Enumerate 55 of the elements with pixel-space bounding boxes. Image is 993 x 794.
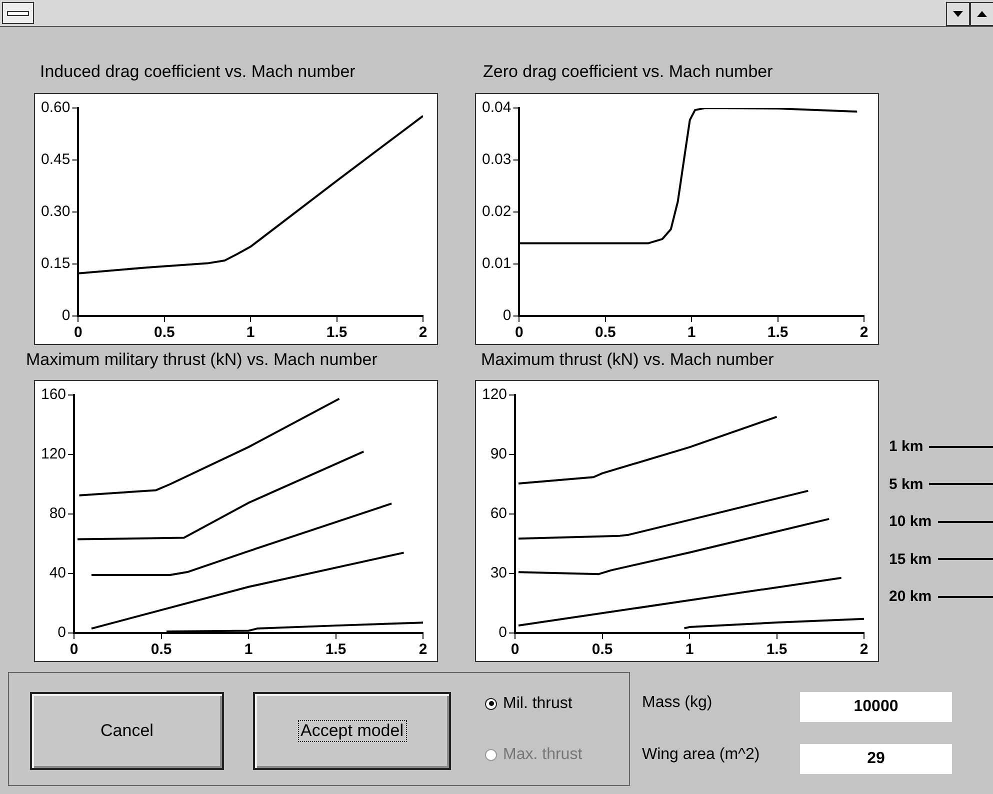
x-tick-label: 1.5	[766, 641, 788, 658]
y-tick-label: 80	[49, 505, 66, 522]
y-tick-label: 0.04	[482, 99, 512, 116]
legend-label: 15 km	[889, 550, 932, 568]
y-tick-label: 0.60	[40, 99, 70, 116]
chart-title: Maximum military thrust (kN) vs. Mach number	[26, 350, 378, 370]
y-tick-label: 0.30	[40, 203, 70, 220]
x-tick-label: 0.5	[150, 641, 172, 658]
x-tick-label: 2	[860, 324, 868, 342]
y-tick-label: 30	[490, 564, 508, 582]
text: 29	[800, 744, 952, 774]
x-tick-label: 0.5	[594, 324, 616, 342]
text: 10000	[800, 692, 952, 722]
y-tick-label: 120	[40, 446, 66, 463]
x-tick-label: 0	[515, 324, 524, 342]
x-tick-label: 0.5	[154, 324, 175, 342]
y-tick-label: 0.15	[40, 255, 70, 272]
x-tick-label: 1	[244, 641, 253, 658]
y-tick-label: 60	[490, 505, 508, 522]
text: Accept model	[298, 720, 406, 742]
x-tick-label: 2	[860, 641, 868, 658]
y-tick-label: 0.02	[482, 203, 512, 220]
y-tick-label: 0	[62, 307, 70, 324]
chart-title: Zero drag coefficient vs. Mach number	[483, 62, 773, 82]
legend-label: 20 km	[889, 588, 932, 606]
x-tick-label: 1.5	[325, 641, 346, 658]
legend-label: 5 km	[889, 476, 924, 493]
chart-title: Induced drag coefficient vs. Mach number	[40, 62, 356, 82]
legend-label: 1 km	[889, 438, 924, 456]
chart-title: Maximum thrust (kN) vs. Mach number	[481, 350, 774, 370]
y-tick-label: 160	[40, 386, 66, 404]
legend-label: 10 km	[889, 513, 932, 530]
y-tick-label: 0.45	[40, 151, 70, 168]
text: Cancel	[30, 692, 224, 770]
text: Mass (kg)	[642, 694, 712, 712]
y-tick-label: 0	[498, 624, 508, 642]
x-tick-label: 1	[685, 641, 694, 658]
text: Wing area (m^2)	[642, 746, 760, 764]
y-tick-label: 0	[58, 624, 66, 642]
x-tick-label: 1.5	[767, 324, 788, 342]
y-tick-label: 0.03	[482, 151, 512, 168]
x-tick-label: 1	[246, 324, 255, 342]
y-tick-label: 120	[482, 386, 508, 404]
text: Max. thrust	[503, 746, 582, 763]
x-tick-label: 2	[418, 641, 428, 658]
y-tick-label: 0	[502, 307, 512, 324]
x-tick-label: 2	[418, 324, 428, 342]
x-tick-label: 1	[687, 324, 696, 342]
y-tick-label: 90	[490, 446, 508, 463]
y-tick-label: 40	[49, 564, 66, 582]
x-tick-label: 0.5	[592, 641, 613, 658]
x-tick-label: 0	[74, 324, 82, 342]
x-tick-label: 1.5	[326, 324, 348, 342]
text: Mil. thrust	[503, 695, 572, 712]
y-tick-label: 0.01	[482, 255, 512, 272]
